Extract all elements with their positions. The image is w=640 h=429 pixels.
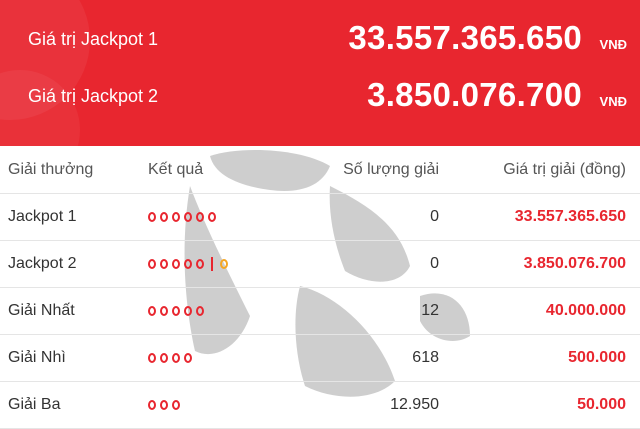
header-result: Kết quả: [148, 160, 204, 178]
result-ball-icon: [172, 306, 180, 316]
result-ball-icon: [160, 353, 168, 363]
prize-name: Giải Nhất: [8, 302, 75, 319]
jackpot-2-unit: VNĐ: [599, 94, 627, 109]
result-ball-icon: [148, 259, 156, 269]
result-ball-icon: [184, 212, 192, 222]
prize-name: Giải Ba: [8, 396, 61, 413]
result-ball-icon: [160, 212, 168, 222]
result-ball-icon: [184, 306, 192, 316]
result-balls: [148, 306, 204, 316]
special-ball-icon: [220, 259, 228, 269]
table-row: Giải Nhất 12 40.000.000: [0, 288, 640, 335]
jackpot-2-value: 3.850.076.700: [367, 76, 582, 113]
result-ball-icon: [184, 259, 192, 269]
table-row: Jackpot 2 0 3.850.076.700: [0, 241, 640, 288]
winner-count: 618: [412, 349, 439, 366]
header-count: Số lượng giải: [343, 160, 439, 178]
result-ball-icon: [160, 400, 168, 410]
result-ball-icon: [148, 306, 156, 316]
prize-value: 3.850.076.700: [523, 255, 626, 272]
result-ball-icon: [160, 306, 168, 316]
result-cell: [148, 335, 192, 381]
result-ball-icon: [172, 353, 180, 363]
result-ball-icon: [148, 212, 156, 222]
result-ball-icon: [172, 259, 180, 269]
prize-value: 40.000.000: [545, 302, 626, 319]
winner-count: 12.950: [390, 396, 439, 413]
result-ball-icon: [196, 306, 204, 316]
winner-count: 0: [430, 208, 439, 225]
header-prize: Giải thưởng: [8, 160, 94, 178]
result-ball-icon: [172, 400, 180, 410]
winner-count: 12: [421, 302, 439, 319]
table-row: Giải Ba 12.950 50.000: [0, 382, 640, 429]
result-ball-icon: [148, 353, 156, 363]
header-value: Giá trị giải (đồng): [503, 160, 626, 178]
jackpot-2-label: Giá trị Jackpot 2: [28, 86, 159, 106]
result-ball-icon: [208, 212, 216, 222]
prize-name: Jackpot 2: [8, 255, 77, 272]
table-row: Giải Nhì 618 500.000: [0, 335, 640, 382]
result-ball-icon: [160, 259, 168, 269]
prize-name: Giải Nhì: [8, 349, 66, 366]
results-table: Giải thưởng Kết quả Số lượng giải Giá tr…: [0, 146, 640, 429]
jackpot-1-value: 33.557.365.650: [348, 19, 582, 56]
separator-icon: [211, 257, 213, 271]
result-cell: [148, 288, 204, 334]
result-balls: [148, 212, 216, 222]
result-balls: [148, 353, 192, 363]
prize-name: Jackpot 1: [8, 208, 77, 225]
prize-value: 500.000: [568, 349, 626, 366]
table-header-row: Giải thưởng Kết quả Số lượng giải Giá tr…: [0, 146, 640, 194]
result-ball-icon: [184, 353, 192, 363]
result-ball-icon: [172, 212, 180, 222]
result-cell: [148, 241, 228, 287]
result-ball-icon: [196, 259, 204, 269]
result-balls: [148, 257, 228, 271]
table-row: Jackpot 1 0 33.557.365.650: [0, 194, 640, 241]
result-ball-icon: [196, 212, 204, 222]
jackpot-banner: Giá trị Jackpot 1 33.557.365.650 VNĐ Giá…: [0, 0, 640, 146]
result-cell: [148, 382, 180, 428]
prize-value: 50.000: [577, 396, 626, 413]
prize-value: 33.557.365.650: [514, 208, 626, 225]
jackpot-1-label: Giá trị Jackpot 1: [28, 29, 159, 49]
result-cell: [148, 194, 216, 240]
result-ball-icon: [148, 400, 156, 410]
winner-count: 0: [430, 255, 439, 272]
jackpot-1-unit: VNĐ: [599, 37, 627, 52]
jackpot-2-row: Giá trị Jackpot 2 3.850.076.700 VNĐ: [0, 72, 640, 122]
result-balls: [148, 400, 180, 410]
jackpot-1-row: Giá trị Jackpot 1 33.557.365.650 VNĐ: [0, 15, 640, 65]
